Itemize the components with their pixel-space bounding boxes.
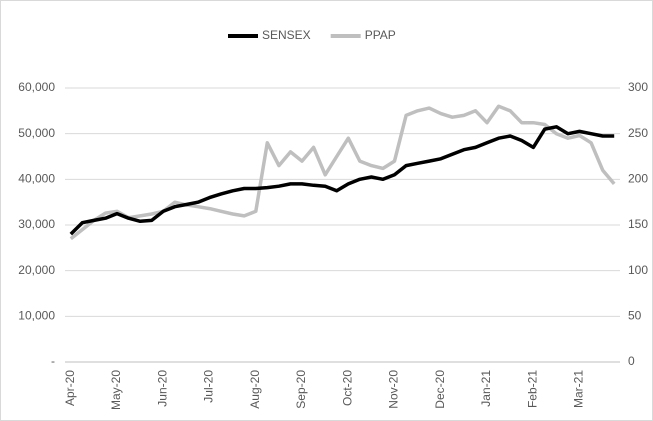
legend-label: PPAP [365,28,396,42]
y-tick-label: 50,000 [18,126,55,140]
y-tick-label: 30,000 [18,217,55,231]
x-tick-label: Jul-20 [202,370,216,403]
y-tick-label: 20,000 [18,263,55,277]
y-tick-label: 60,000 [18,80,55,94]
y2-tick-label: 250 [628,126,648,140]
x-tick-label: Aug-20 [248,370,262,409]
x-tick-label: Apr-20 [63,370,77,406]
x-tick-label: Sep-20 [294,370,308,409]
y2-tick-label: 50 [628,309,642,323]
y2-tick-label: 150 [628,217,648,231]
y2-tick-label: 100 [628,263,648,277]
x-tick-label: Nov-20 [387,370,401,409]
y2-tick-label: 300 [628,80,648,94]
y2-tick-label: 200 [628,172,648,186]
y2-tick-label: 0 [628,354,635,368]
x-tick-label: Jun-20 [155,370,169,407]
x-tick-label: Feb-21 [525,370,539,408]
x-tick-label: Mar-21 [572,370,586,408]
series-line [69,125,615,236]
x-tick-label: Dec-20 [433,370,447,409]
x-tick-label: Oct-20 [340,370,354,406]
y-tick-label: - [51,354,55,368]
x-tick-label: Jan-21 [479,370,493,407]
y-tick-label: 10,000 [18,309,55,323]
x-tick-label: May-20 [109,370,123,410]
legend-label: SENSEX [262,28,311,42]
y-tick-label: 40,000 [18,172,55,186]
